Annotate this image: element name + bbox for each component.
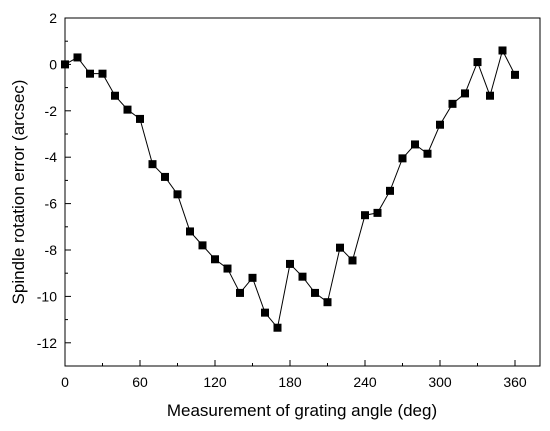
data-point bbox=[261, 308, 269, 317]
data-point bbox=[386, 186, 394, 195]
x-tick-label: 240 bbox=[353, 374, 377, 390]
data-point bbox=[273, 323, 282, 332]
series-line bbox=[64, 49, 516, 329]
x-tick-label: 60 bbox=[132, 374, 148, 390]
data-point bbox=[473, 58, 482, 67]
data-point bbox=[86, 69, 94, 78]
data-point bbox=[123, 105, 132, 114]
data-point bbox=[348, 256, 357, 265]
data-point bbox=[298, 272, 307, 281]
x-axis: 0 60 120 180 240 300 360 bbox=[61, 360, 527, 390]
data-point bbox=[486, 91, 494, 100]
data-point bbox=[161, 172, 169, 181]
data-point bbox=[286, 259, 294, 268]
data-point bbox=[186, 227, 194, 236]
data-point bbox=[148, 160, 157, 169]
data-point bbox=[73, 53, 82, 62]
data-point bbox=[111, 91, 119, 100]
y-axis: 2 0 -2 -4 -6 -8 -10 -12 bbox=[37, 10, 71, 351]
data-point bbox=[98, 69, 107, 78]
data-point bbox=[498, 46, 507, 55]
x-tick-label: 120 bbox=[203, 374, 227, 390]
plot-frame bbox=[64, 17, 541, 367]
data-point bbox=[311, 288, 319, 297]
data-point bbox=[436, 120, 444, 129]
data-point bbox=[361, 211, 369, 220]
data-point bbox=[248, 273, 257, 282]
y-tick-label: -10 bbox=[37, 288, 57, 304]
y-tick-label: -2 bbox=[45, 103, 58, 119]
y-tick-label: 0 bbox=[49, 56, 57, 72]
data-point bbox=[223, 264, 232, 273]
x-tick-label: 360 bbox=[503, 374, 527, 390]
data-point bbox=[198, 241, 207, 250]
y-tick-label: -4 bbox=[45, 149, 58, 165]
y-axis-title: Spindle rotation error (arcsec) bbox=[9, 80, 28, 305]
x-axis-title: Measurement of grating angle (deg) bbox=[167, 401, 437, 420]
series-markers bbox=[61, 46, 519, 332]
data-point bbox=[211, 255, 219, 264]
y-tick-label: -12 bbox=[37, 335, 57, 351]
data-point bbox=[398, 154, 407, 163]
x-tick-label: 300 bbox=[428, 374, 452, 390]
data-point bbox=[423, 149, 432, 158]
x-tick-label: 180 bbox=[278, 374, 302, 390]
data-point bbox=[448, 99, 457, 108]
data-point bbox=[236, 288, 244, 297]
y-tick-label: -6 bbox=[45, 196, 58, 212]
data-point bbox=[336, 243, 344, 252]
data-point bbox=[61, 60, 69, 69]
data-point bbox=[373, 208, 382, 217]
y-tick-label: 2 bbox=[49, 10, 57, 26]
data-point bbox=[136, 114, 144, 123]
x-tick-label: 0 bbox=[61, 374, 69, 390]
data-point bbox=[323, 298, 332, 307]
data-point bbox=[173, 190, 182, 199]
y-tick-label: -8 bbox=[45, 242, 58, 258]
data-point bbox=[511, 70, 519, 79]
data-point bbox=[461, 89, 469, 98]
data-point bbox=[411, 140, 419, 149]
